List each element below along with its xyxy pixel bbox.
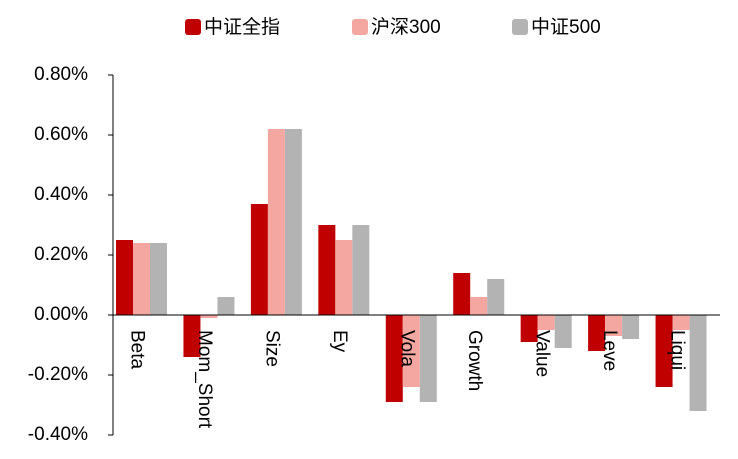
x-tick-label: Leve bbox=[599, 330, 620, 371]
bar bbox=[622, 315, 640, 339]
bar bbox=[470, 297, 488, 315]
bar bbox=[250, 204, 268, 315]
bar bbox=[655, 315, 673, 387]
y-tick-label: -0.40% bbox=[28, 424, 88, 445]
legend-label: 中证500 bbox=[531, 16, 601, 38]
legend-label: 中证全指 bbox=[204, 16, 280, 38]
y-tick-label: -0.20% bbox=[28, 364, 88, 385]
bar bbox=[487, 279, 505, 315]
bar bbox=[150, 243, 167, 315]
legend-swatch bbox=[185, 19, 201, 35]
bar bbox=[284, 129, 302, 315]
y-tick-label: 0.60% bbox=[34, 124, 88, 145]
y-tick-label: 0.20% bbox=[34, 244, 88, 265]
bar bbox=[605, 315, 623, 336]
x-tick-label: Value bbox=[531, 330, 552, 377]
bar bbox=[217, 297, 235, 315]
x-tick-label: Size bbox=[262, 330, 283, 367]
bar bbox=[385, 315, 403, 402]
bar bbox=[352, 225, 370, 315]
bar bbox=[588, 315, 606, 351]
bar bbox=[402, 315, 420, 387]
bar bbox=[335, 240, 353, 315]
bar bbox=[453, 273, 471, 315]
legend-swatch bbox=[512, 19, 528, 35]
bar bbox=[537, 315, 555, 330]
x-tick-label: Ey bbox=[329, 330, 350, 353]
y-tick-label: 0.40% bbox=[34, 184, 88, 205]
bar bbox=[183, 315, 201, 357]
bar bbox=[554, 315, 572, 348]
y-tick-label: 0.80% bbox=[34, 64, 88, 85]
bar bbox=[520, 315, 538, 342]
legend-label: 沪深300 bbox=[371, 16, 441, 38]
y-tick-label: 0.00% bbox=[34, 304, 88, 325]
x-tick-label: Mom_Short bbox=[194, 330, 215, 429]
x-tick-label: Growth bbox=[464, 330, 485, 391]
bar bbox=[200, 315, 218, 318]
bar bbox=[318, 225, 336, 315]
bar bbox=[689, 315, 707, 411]
bar bbox=[672, 315, 690, 330]
bar bbox=[267, 129, 285, 315]
bar bbox=[116, 240, 133, 315]
x-tick-label: Vola bbox=[396, 330, 417, 367]
legend-swatch bbox=[352, 19, 368, 35]
x-tick-label: Liqui bbox=[666, 330, 687, 370]
bar bbox=[133, 243, 150, 315]
bar bbox=[419, 315, 437, 402]
x-tick-label: Beta bbox=[127, 330, 148, 370]
